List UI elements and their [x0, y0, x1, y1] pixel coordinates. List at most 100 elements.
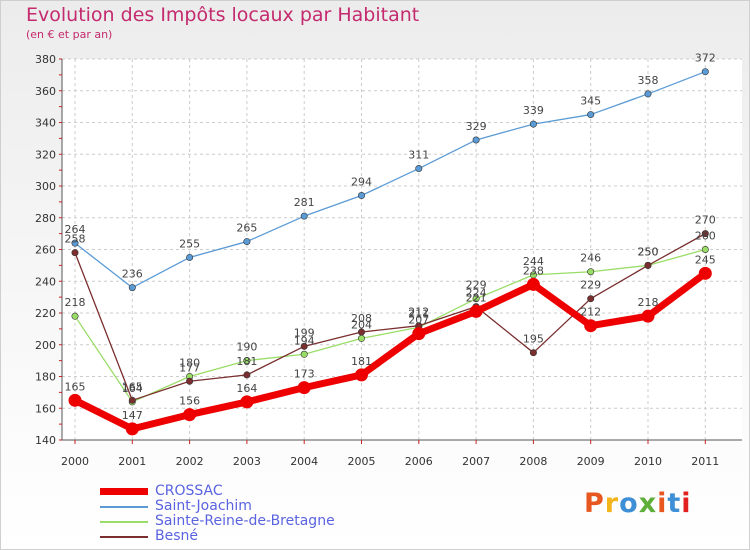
y-tick-label: 340 [35, 117, 56, 130]
x-tick-label: 2010 [634, 455, 662, 468]
legend-label: Saint-Joachim [155, 498, 252, 514]
data-label: 180 [179, 357, 200, 370]
data-point [587, 295, 595, 303]
x-tick-label: 2008 [519, 455, 547, 468]
y-tick-label: 260 [35, 244, 56, 257]
data-label: 194 [294, 334, 315, 347]
data-label: 147 [122, 409, 143, 422]
data-label: 156 [179, 395, 200, 408]
x-tick-label: 2007 [462, 455, 490, 468]
data-point [644, 261, 652, 269]
data-label: 229 [466, 279, 487, 292]
data-point [357, 328, 365, 336]
data-point [125, 422, 139, 436]
data-label: 339 [523, 104, 544, 117]
data-point [128, 396, 136, 404]
data-point [186, 253, 194, 261]
logo-letter: i [657, 488, 668, 519]
data-label: 208 [351, 312, 372, 325]
data-point [584, 319, 598, 333]
data-point [641, 309, 655, 323]
data-point [71, 249, 79, 257]
x-tick-label: 2000 [61, 455, 89, 468]
logo-letter: o [619, 488, 639, 519]
data-label: 245 [695, 253, 716, 266]
data-label: 212 [408, 306, 429, 319]
data-label: 218 [638, 296, 659, 309]
x-tick-label: 2006 [405, 455, 433, 468]
data-point [300, 342, 308, 350]
legend-label: Sainte-Reine-de-Bretagne [155, 513, 335, 529]
data-label: 199 [294, 326, 315, 339]
data-label: 260 [695, 230, 716, 243]
data-label: 264 [65, 223, 86, 236]
data-label: 236 [122, 268, 143, 281]
logo-letter: P [584, 488, 605, 519]
data-label: 238 [523, 264, 544, 277]
legend-item: Besné [100, 529, 335, 544]
chart-title: Evolution des Impôts locaux par Habitant [26, 4, 420, 26]
data-point [529, 120, 537, 128]
data-label: 165 [65, 380, 86, 393]
data-point [240, 395, 254, 409]
data-label: 281 [294, 196, 315, 209]
proxiti-logo: Proxiti [584, 488, 692, 519]
data-label: 177 [179, 361, 200, 374]
line-chart: 140 160 180 200 220 240 260 280 300 320 340 360 380 2… [35, 52, 742, 468]
data-point [71, 239, 79, 247]
data-point [243, 371, 251, 379]
data-point [701, 246, 709, 254]
y-tick-label: 200 [35, 339, 56, 352]
data-point [297, 381, 311, 395]
data-label: 165 [122, 380, 143, 393]
data-point [355, 368, 368, 382]
data-point [357, 334, 365, 342]
data-label: 265 [236, 222, 257, 235]
data-label: 255 [179, 237, 200, 250]
series-line-saint-joachim [74, 71, 706, 289]
data-label: 224 [466, 287, 487, 300]
data-point [587, 111, 595, 119]
data-label: 181 [236, 355, 257, 368]
data-point [644, 90, 652, 98]
legend-label: CROSSAC [155, 483, 223, 499]
y-tick-label: 140 [35, 434, 56, 447]
legend-swatch [100, 488, 148, 495]
data-label: 345 [580, 95, 601, 108]
data-point [698, 266, 712, 280]
data-label: 221 [466, 291, 487, 304]
legend-item: Sainte-Reine-de-Bretagne [100, 514, 335, 529]
data-point [701, 68, 709, 76]
data-label: 195 [523, 333, 544, 346]
x-tick-label: 2011 [691, 455, 719, 468]
x-tick-label: 2003 [233, 455, 261, 468]
data-point [357, 192, 365, 200]
series-line-crossac [71, 269, 709, 433]
data-label: 164 [122, 382, 143, 395]
y-tick-label: 240 [35, 275, 56, 288]
y-tick-label: 180 [35, 371, 56, 384]
data-point [469, 304, 483, 318]
data-label: 207 [408, 314, 429, 327]
y-tick-label: 160 [35, 402, 56, 415]
data-point [68, 393, 82, 407]
data-label: 218 [65, 296, 86, 309]
data-label: 212 [580, 306, 601, 319]
data-label: 270 [695, 214, 716, 227]
data-point [701, 230, 709, 238]
data-label: 329 [466, 120, 487, 133]
logo-letter: t [667, 488, 682, 519]
data-point [71, 312, 79, 320]
data-point [243, 357, 251, 365]
data-point [412, 327, 426, 341]
data-point [186, 377, 194, 385]
x-tick-label: 2004 [290, 455, 318, 468]
data-label: 294 [351, 176, 372, 189]
data-label: 250 [638, 245, 659, 258]
data-label: 181 [351, 355, 372, 368]
legend-swatch [100, 535, 148, 538]
logo-letter: r [604, 488, 620, 519]
y-tick-label: 320 [35, 148, 56, 161]
x-tick-label: 2001 [118, 455, 146, 468]
data-point [472, 295, 480, 303]
